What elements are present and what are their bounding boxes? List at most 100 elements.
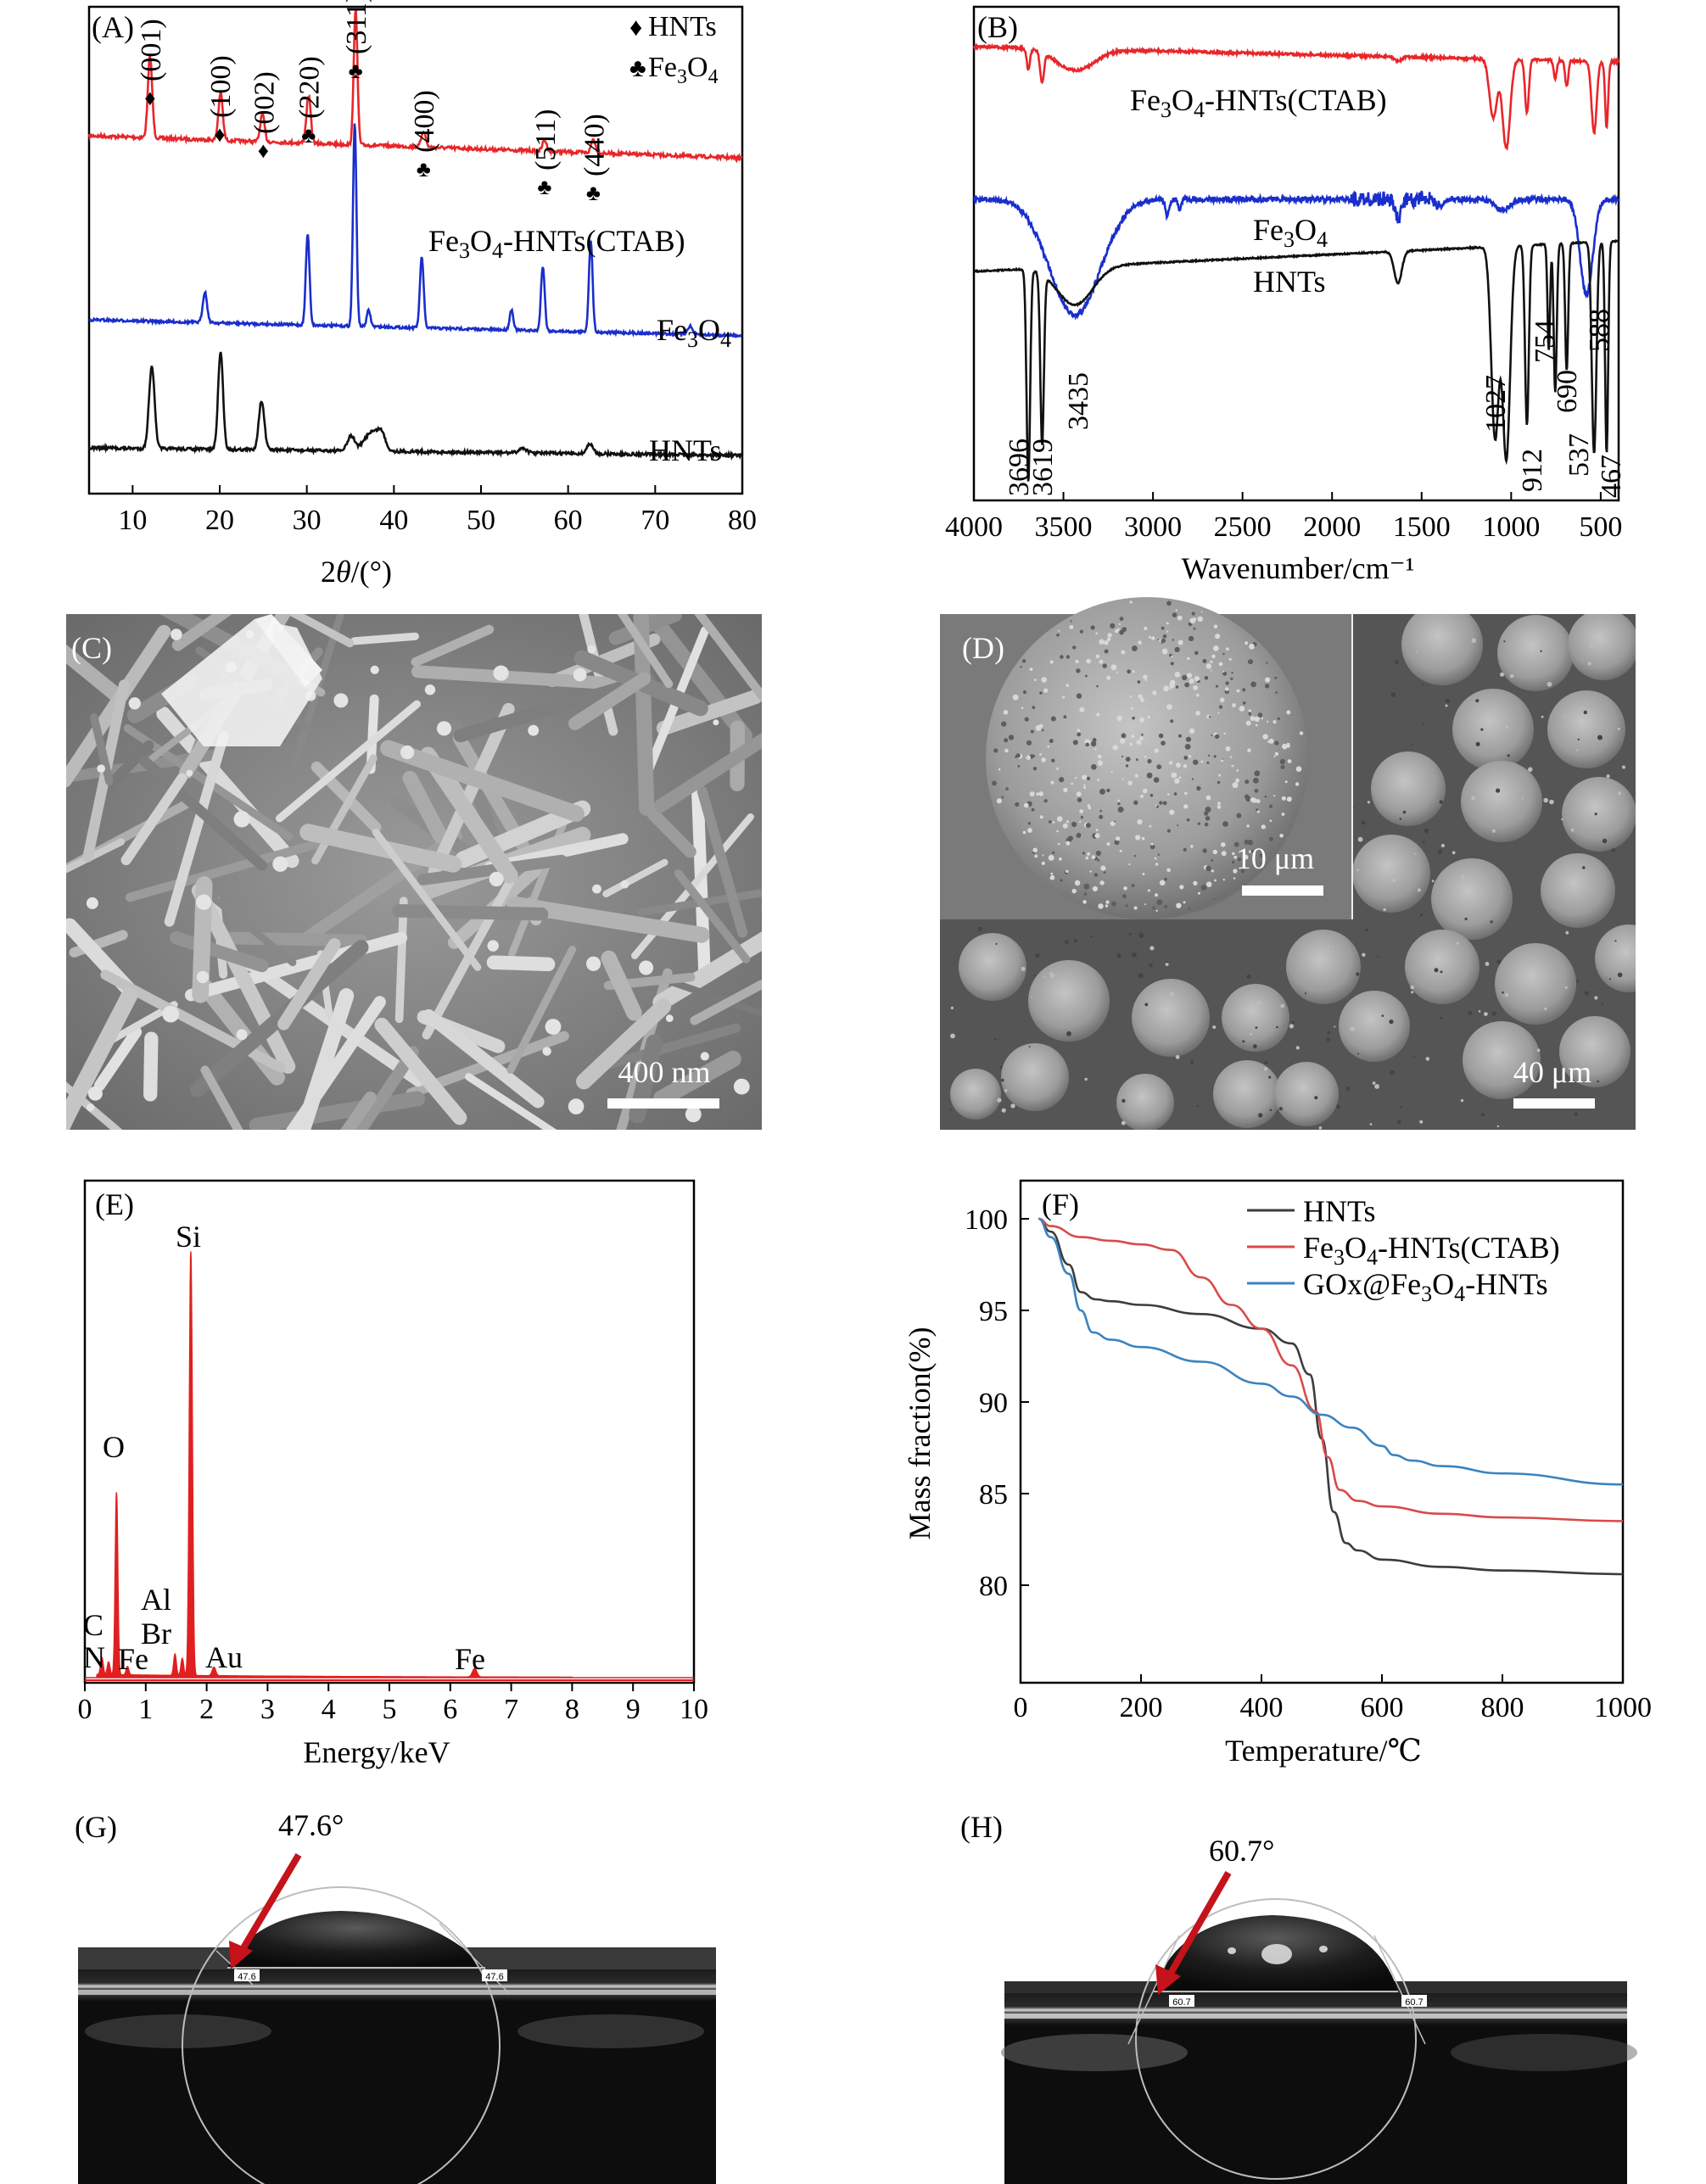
f-ytick-label: 85 [979,1479,1008,1511]
panel-b-xlabel: Wavenumber/cm⁻¹ [1182,551,1415,585]
nanotube [143,1031,159,1102]
legend-fe3o4-text: Fe3O4 [648,52,719,88]
panel-h-fit-right: 60.7 [1405,1997,1423,2008]
particle [487,940,499,952]
a-peak-symbol: ♦ [258,138,269,163]
xrd-line-2 [87,351,743,461]
nanotube [340,1091,378,1130]
microsphere [1222,984,1289,1052]
nanotube [601,950,642,1021]
particle [196,970,210,984]
microsphere [1274,1062,1339,1126]
particle [424,684,436,695]
panel-g-fit-right: 47.6 [485,1972,503,1982]
a-tick-label: 80 [728,505,757,536]
particle [97,764,105,773]
eds-fe-l: Fe [118,1642,148,1676]
panel-h-substrate [1004,1991,1627,2025]
nanotube [171,614,232,651]
xrd-line-1 [88,123,742,339]
b-tick-label: 1500 [1393,511,1451,543]
nanotube [422,1008,545,1109]
particle [665,1014,674,1022]
nanotube [411,624,495,667]
microsphere [1461,761,1542,842]
nanotube [394,897,408,1024]
particle [171,628,182,640]
microsphere [1497,615,1574,691]
e-tick-label: 4 [322,1694,336,1725]
ftir-line-1 [973,190,1620,321]
particle [236,1029,248,1041]
e-tick-label: 3 [260,1694,275,1725]
nanotube [653,1050,741,1107]
nanotube [646,807,696,858]
e-tick-label: 2 [199,1694,214,1725]
legend-hnts-symbol: ♦ [629,14,642,42]
b-tick-label: 2500 [1214,511,1272,543]
eds-br: Br [141,1617,171,1651]
particle [573,667,587,682]
panel-h: (H) 60.7° 60.7 60.7 [960,1810,1637,2184]
f-ytick-label: 80 [979,1571,1008,1602]
panel-g-image [78,1968,716,2184]
nanotube [372,828,482,971]
b-peak-3696: 3696 [1004,438,1035,496]
panel-e: (E) 0 1 2 3 4 5 6 7 8 9 10 Si O Al Br C N Fe Au Fe… [78,1179,708,1769]
panel-d-inset-scalebar [1242,885,1323,896]
nanotube [417,854,568,885]
microsphere [1495,943,1576,1025]
eds-c: C [83,1608,103,1642]
nanotube [508,803,574,958]
particle [186,769,193,777]
nanotube [402,770,449,844]
a-peak-label: (100) [205,55,237,118]
panel-c-scalebar [607,1098,719,1109]
nanotube [668,979,762,1018]
a-peak-symbol: ♦ [144,86,155,110]
tga-line-0 [1038,1217,1624,1576]
microsphere [950,1069,1001,1120]
panel-f-xlabel: Temperature/℃ [1225,1734,1422,1768]
nanotube [568,672,652,730]
particle [713,719,719,726]
panel-g-fit-left: 47.6 [238,1972,255,1982]
panel-d: (D) 10 μm 40 μm [940,597,1636,1130]
microsphere [1132,979,1210,1057]
a-tick-label: 40 [379,505,408,536]
b-tick-label: 4000 [945,511,1003,543]
microsphere [1405,930,1479,1004]
microsphere [1541,853,1615,928]
a-peak-label: (001) [136,19,167,81]
particle [592,884,601,894]
panel-c: (C) 400 nm [66,614,762,1130]
b-peak-690: 690 [1552,370,1583,413]
nanotube [656,689,762,736]
nanotube [486,955,556,972]
microsphere [1595,924,1636,992]
a-peak-label: (002) [249,71,280,134]
microsphere [1559,1016,1630,1087]
nanotube [694,614,762,702]
microsphere [1213,1060,1281,1128]
nanotube [411,665,638,691]
f-ytick-label: 90 [979,1388,1008,1419]
microsphere [1568,614,1636,680]
f-xtick-label: 1000 [1594,1692,1652,1723]
microsphere [1547,690,1625,768]
panel-e-xlabel: Energy/keV [303,1735,450,1769]
panel-d-label: (D) [962,631,1004,665]
e-tick-label: 9 [626,1694,640,1725]
panel-g-label: (G) [75,1810,117,1844]
nanotube [120,773,187,866]
panel-b-label: (B) [977,10,1018,44]
a-peak-symbol: ♣ [417,157,431,182]
nanotube [156,707,299,869]
a-peak-symbol: ♣ [537,175,551,199]
panel-g: (G) 47.6° 47.6 47.6 [75,1808,716,2184]
inset-texture [992,600,1304,913]
particle [542,1047,551,1056]
panel-e-label: (E) [95,1187,134,1221]
a-tick-label: 10 [118,505,147,536]
particle [86,897,98,909]
